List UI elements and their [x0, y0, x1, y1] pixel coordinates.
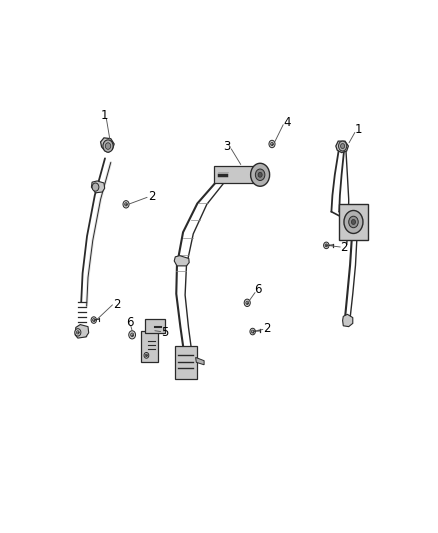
- Text: 3: 3: [223, 140, 231, 152]
- Circle shape: [258, 172, 262, 177]
- Circle shape: [144, 352, 149, 358]
- Text: 2: 2: [148, 190, 155, 203]
- Polygon shape: [196, 358, 204, 365]
- Circle shape: [271, 142, 273, 146]
- Circle shape: [123, 200, 129, 208]
- Polygon shape: [174, 256, 189, 266]
- Circle shape: [344, 211, 363, 233]
- Circle shape: [341, 143, 345, 149]
- Text: 1: 1: [100, 109, 108, 122]
- Polygon shape: [101, 138, 114, 152]
- Circle shape: [75, 329, 81, 336]
- Circle shape: [325, 244, 328, 247]
- Circle shape: [129, 330, 135, 339]
- Polygon shape: [92, 181, 105, 193]
- Circle shape: [339, 141, 346, 151]
- Text: 4: 4: [283, 116, 291, 129]
- Circle shape: [324, 242, 329, 248]
- FancyBboxPatch shape: [339, 204, 368, 240]
- Circle shape: [103, 140, 113, 152]
- Circle shape: [77, 330, 79, 334]
- Text: 6: 6: [254, 283, 261, 296]
- Polygon shape: [336, 141, 348, 152]
- Circle shape: [251, 163, 270, 186]
- Circle shape: [125, 203, 127, 206]
- Circle shape: [250, 328, 255, 335]
- Polygon shape: [343, 314, 353, 327]
- FancyBboxPatch shape: [141, 331, 158, 361]
- Circle shape: [92, 319, 95, 321]
- Circle shape: [92, 183, 99, 191]
- FancyBboxPatch shape: [214, 166, 259, 183]
- FancyBboxPatch shape: [175, 346, 197, 379]
- Text: 2: 2: [263, 322, 270, 335]
- Circle shape: [251, 330, 254, 333]
- Text: 2: 2: [340, 241, 348, 254]
- Circle shape: [131, 333, 134, 337]
- Circle shape: [145, 354, 148, 357]
- Circle shape: [255, 169, 265, 181]
- Circle shape: [269, 140, 275, 148]
- Circle shape: [351, 220, 356, 224]
- Circle shape: [349, 216, 358, 228]
- FancyBboxPatch shape: [145, 319, 165, 333]
- Circle shape: [105, 143, 111, 149]
- Text: 5: 5: [161, 326, 169, 340]
- Polygon shape: [75, 325, 88, 338]
- Text: 1: 1: [355, 123, 362, 136]
- Circle shape: [244, 299, 250, 306]
- Text: 2: 2: [113, 297, 120, 311]
- Circle shape: [246, 301, 249, 304]
- Circle shape: [91, 317, 96, 324]
- Text: 6: 6: [126, 316, 133, 329]
